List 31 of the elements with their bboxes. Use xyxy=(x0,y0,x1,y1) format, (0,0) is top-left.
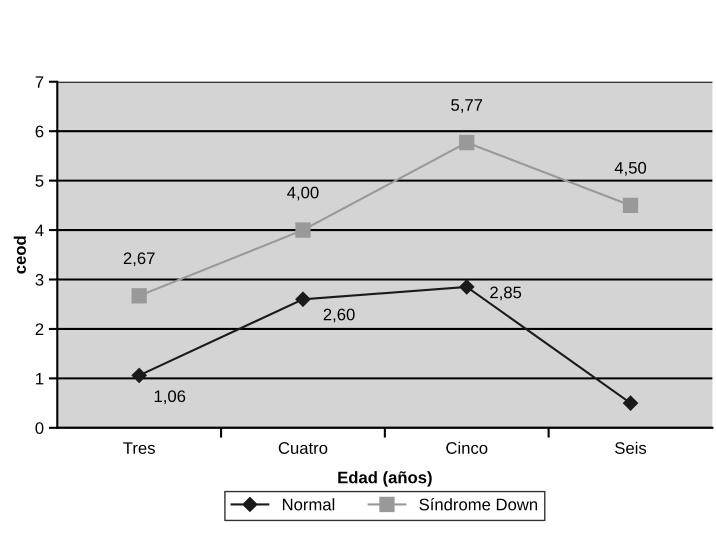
x-tick-label: Tres xyxy=(123,442,155,454)
point xyxy=(295,292,311,307)
data-label: 2,60 xyxy=(324,308,355,322)
point xyxy=(459,134,474,150)
y-tick-label: 4 xyxy=(35,224,44,236)
x-tick-label: Cinco xyxy=(446,442,488,454)
point xyxy=(295,222,311,238)
y-tick-label: 5 xyxy=(35,175,44,187)
y-tick-label: 1 xyxy=(36,372,44,384)
data-label: 1,06 xyxy=(154,390,186,404)
point xyxy=(622,198,638,213)
point xyxy=(132,288,147,304)
y-tick-label: 7 xyxy=(36,76,44,88)
x-axis-title: Edad (años) xyxy=(338,471,432,487)
y-tick-label: 3 xyxy=(35,274,44,286)
data-label: 2,67 xyxy=(124,252,155,266)
data-label: 5,77 xyxy=(451,99,482,113)
x-tick-label: Seis xyxy=(615,442,646,454)
point xyxy=(622,396,638,411)
data-label: 4,00 xyxy=(287,186,319,200)
point xyxy=(459,279,474,294)
data-label: 2,85 xyxy=(490,286,522,300)
y-tick-label: 0 xyxy=(35,422,44,434)
y-tick-label: 2 xyxy=(36,323,44,335)
data-label: 4,50 xyxy=(614,162,646,176)
x-tick-label: Cuatro xyxy=(278,442,328,454)
y-axis-title: ceod xyxy=(14,236,26,274)
y-tick-label: 6 xyxy=(36,126,44,138)
legend-label: Normal xyxy=(282,498,334,510)
legend-label: Síndrome Down xyxy=(419,498,538,510)
point xyxy=(132,368,147,383)
